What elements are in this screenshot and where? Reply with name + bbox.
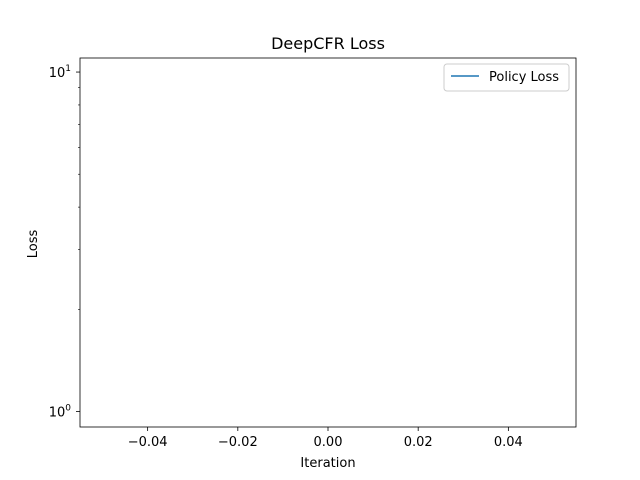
legend: Policy Loss: [443, 63, 570, 92]
legend-box: [443, 63, 570, 92]
y-tick-label-0: 100: [49, 403, 72, 420]
x-axis-label: Iteration: [300, 456, 355, 471]
y-tick-label-1: 101: [49, 64, 71, 81]
x-tick-label-3: 0.02: [404, 435, 433, 450]
x-tick-label-2: 0.00: [314, 435, 343, 450]
plot-background: [80, 58, 576, 427]
axes-frame: [79, 57, 577, 428]
x-tick-label-4: 0.04: [494, 435, 523, 450]
x-tick-label-0: −0.04: [128, 435, 168, 450]
x-tick-label-1: −0.02: [218, 435, 258, 450]
y-axis-label: Loss: [26, 230, 41, 259]
plot-area: −0.04 −0.02 0.00 0.02 0.04 100 101: [49, 57, 577, 450]
chart-title: DeepCFR Loss: [271, 34, 385, 53]
legend-label-policy-loss: Policy Loss: [489, 70, 559, 85]
